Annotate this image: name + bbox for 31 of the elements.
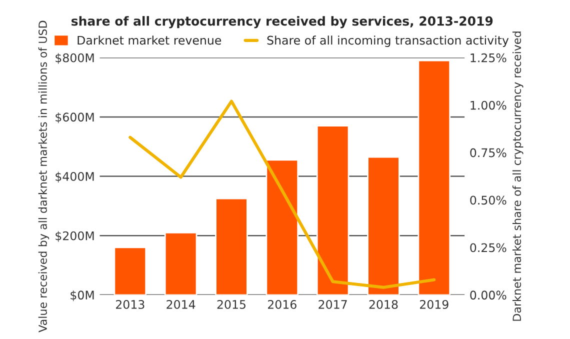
x-tick-label: 2015 bbox=[217, 300, 246, 309]
legend-label: Share of all incoming transaction activity bbox=[267, 36, 509, 48]
bar bbox=[418, 60, 451, 295]
legend-label: Darknet market revenue bbox=[78, 36, 222, 45]
x-tick-label: 2019 bbox=[420, 300, 448, 309]
line-series bbox=[128, 100, 436, 289]
y2-tick-label: 1.00% bbox=[470, 100, 506, 110]
x-tick-label: 2013 bbox=[116, 300, 144, 309]
chart-title: share of all cryptocurrency received by services, 2013-2019 bbox=[72, 16, 493, 28]
y-tick-label: $200M bbox=[56, 231, 94, 242]
bar bbox=[316, 125, 350, 295]
y-tick-label: $800M bbox=[56, 53, 94, 64]
y-tick-label: $400M bbox=[56, 172, 94, 182]
bar bbox=[215, 198, 248, 295]
y-tick-label: $600M bbox=[56, 112, 94, 124]
y2-tick-label: 0.75% bbox=[470, 148, 506, 158]
y2-axis-title: Darknet market share of all cryptocurrency received bbox=[512, 32, 524, 321]
y-axis-title: Value received by all darknet markets in millions of USD bbox=[38, 20, 50, 332]
y2-tick-label: 0.25% bbox=[470, 243, 506, 252]
x-tick-label: 2016 bbox=[268, 300, 296, 309]
bar bbox=[164, 232, 198, 295]
bar bbox=[266, 159, 299, 295]
y2-tick-label: 0.50% bbox=[470, 196, 506, 205]
x-tick-label: 2018 bbox=[369, 300, 398, 309]
x-tick-label: 2017 bbox=[318, 300, 347, 309]
y2-tick-label: 0.00% bbox=[470, 290, 506, 300]
bar bbox=[114, 246, 147, 295]
y-tick-label: $0M bbox=[70, 290, 94, 302]
x-tick-label: 2014 bbox=[166, 300, 196, 309]
y2-tick-label: 1.25% bbox=[470, 53, 506, 62]
bar bbox=[367, 156, 400, 295]
